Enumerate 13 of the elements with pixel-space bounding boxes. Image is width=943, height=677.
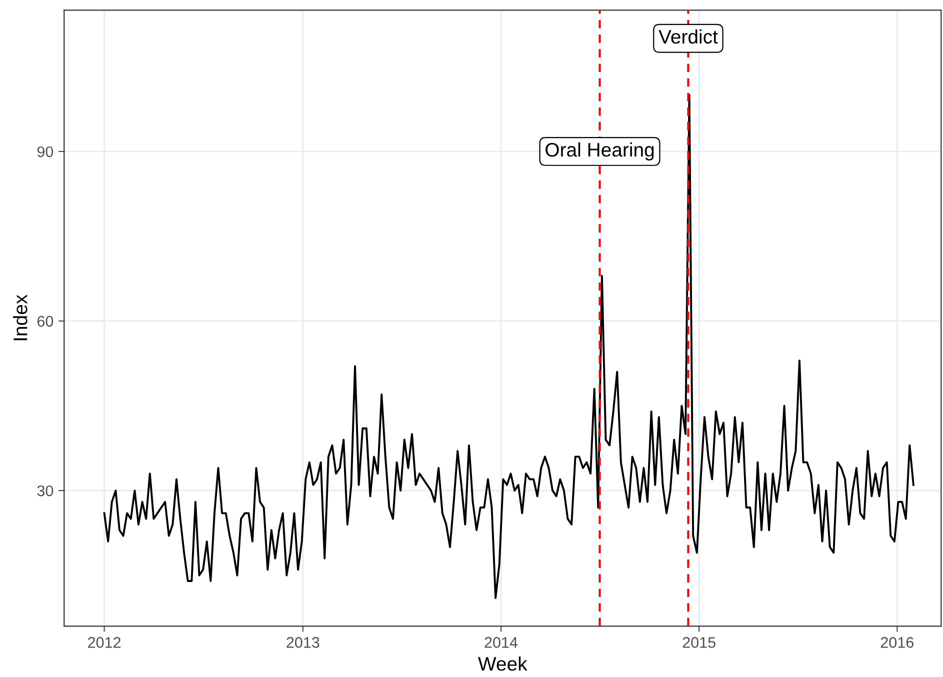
- x-tick-label: 2012: [88, 637, 121, 648]
- x-tick-label: 2013: [286, 637, 320, 648]
- annotation: Oral Hearing: [546, 142, 654, 161]
- y-tick-label: 60: [37, 316, 54, 327]
- x-axis-title: Week: [478, 656, 528, 671]
- y-tick-label: 90: [37, 146, 54, 158]
- y-axis-title: Index: [13, 294, 28, 340]
- y-tick-label: 30: [37, 485, 54, 496]
- annotation: Verdict: [658, 29, 718, 44]
- x-tick-label: 2014: [484, 637, 518, 648]
- x-tick-label: 2015: [682, 637, 716, 648]
- line-series: [103, 94, 914, 599]
- x-tick-label: 2016: [880, 637, 914, 648]
